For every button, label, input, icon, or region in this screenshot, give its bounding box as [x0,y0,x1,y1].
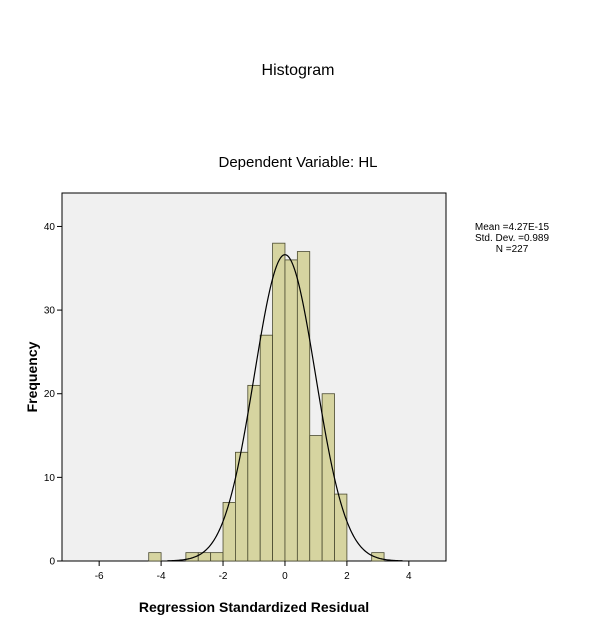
x-tick-label: -6 [95,571,104,582]
stats-mean: Mean =4.27E-15 [474,222,550,233]
y-tick-label: 20 [44,389,56,400]
histogram-bar [309,435,323,562]
x-tick-label: -2 [219,571,228,582]
stats-legend: Mean =4.27E-15 Std. Dev. =0.989 N =227 [462,222,562,255]
y-tick-label: 0 [49,557,55,568]
x-tick-label: 4 [406,571,412,582]
x-tick-label: -4 [157,571,166,582]
histogram-bar [247,384,261,562]
x-tick-label: 0 [282,571,288,582]
histogram-bar [284,259,298,562]
normal-curve [167,254,403,562]
x-axis-label: Regression Standardized Residual [139,599,369,615]
y-axis-ticks: 0 10 20 30 40 [44,222,62,568]
histogram-bar [272,242,286,562]
stats-n: N =227 [495,244,529,255]
histogram-bar [210,552,224,562]
page-title: Histogram [261,62,335,79]
y-tick-label: 40 [44,222,56,233]
x-tick-label: 2 [344,571,350,582]
x-axis-ticks: -6 -4 -2 0 2 4 [95,561,412,582]
histogram-bar [148,552,162,562]
histogram-bar [259,334,273,562]
histogram-bar [296,251,311,562]
stats-std-dev: Std. Dev. =0.989 [474,233,550,244]
histogram-bar [371,552,385,562]
histogram-bar [222,502,236,562]
y-tick-label: 10 [44,473,56,484]
y-axis-label: Frequency [24,341,40,412]
y-tick-label: 30 [44,306,56,317]
chart-subtitle: Dependent Variable: HL [219,154,378,171]
histogram-bar [321,393,335,562]
